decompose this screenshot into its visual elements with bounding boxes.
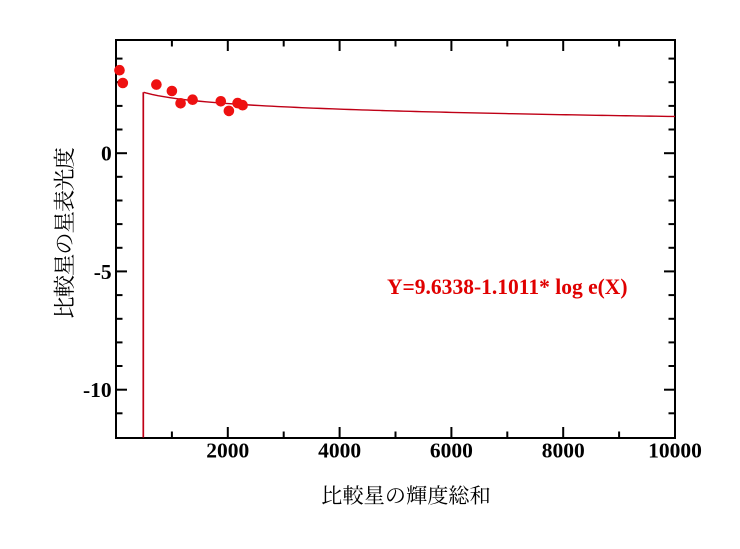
svg-text:6000: 6000 (430, 439, 473, 463)
svg-text:Y=9.6338-1.1011* log e(X): Y=9.6338-1.1011* log e(X) (387, 274, 628, 299)
svg-text:8000: 8000 (542, 439, 585, 463)
svg-text:4000: 4000 (318, 439, 361, 463)
svg-text:-5: -5 (94, 260, 112, 284)
svg-text:-10: -10 (83, 378, 112, 402)
svg-text:10000: 10000 (648, 439, 702, 463)
svg-text:0: 0 (101, 142, 112, 166)
svg-text:2000: 2000 (206, 439, 249, 463)
